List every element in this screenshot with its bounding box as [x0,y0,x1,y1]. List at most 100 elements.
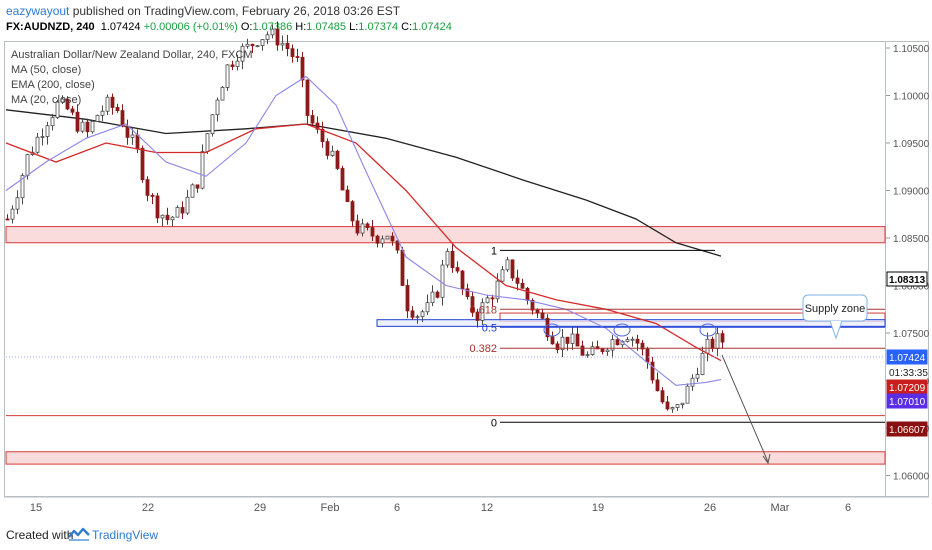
price-tag-bg [886,421,928,437]
candle-body [150,194,155,197]
candle-body [50,117,55,127]
candle-body [575,333,580,347]
candle-body [480,302,485,321]
fib-label-0.618: 0.618 [469,304,497,316]
chart-legend: Australian Dollar/New Zealand Dollar, 24… [11,48,253,108]
price-tag-blue: 1.07424 [889,353,926,364]
candle-body [350,201,355,222]
high-value: 1.07485 [306,21,347,33]
candle-body [210,114,215,135]
y-tick-label: 1.09500 [893,139,930,150]
candle-body [675,404,680,408]
publish-line: eazywayout published on TradingView.com,… [6,4,400,18]
chart-title: Australian Dollar/New Zealand Dollar, 24… [11,49,253,61]
candle-body [100,110,105,116]
candle-body [425,302,430,313]
candle-body [190,184,195,198]
candle-body [215,99,220,116]
candle-body [315,122,320,130]
y-tick-label: 1.10000 [893,92,930,103]
ma50-line [5,123,722,362]
tradingview-brand[interactable]: TradingView [92,528,159,542]
low-value: 1.07374 [358,21,399,33]
candle-body [470,296,475,313]
candle-body [580,345,585,356]
candle-body [15,197,20,210]
top-circle-1 [613,323,631,337]
ema200-line [5,109,722,257]
candle-body [660,390,665,403]
candle-body [535,309,540,314]
candle-body [20,174,25,199]
symbol-label: FX:AUDNZD, 240 [6,21,95,33]
candle-body [260,39,265,47]
candle-body [645,348,650,363]
x-tick-label: 15 [30,502,42,514]
candle-body [370,227,375,237]
projection-arrow [721,354,769,463]
candle-body [700,352,705,375]
legend-ema200[interactable]: EMA (200, close) [11,79,95,91]
candle-body [295,56,300,58]
candle-body [265,34,270,40]
candle-body [40,136,45,138]
footer: Created with TradingView [0,514,932,550]
candle-body [270,28,275,36]
candle-body [285,42,290,50]
candle-body [510,259,515,279]
price-tag-red: 1.07209 [889,383,926,394]
candle-body [530,299,535,311]
candle-body [650,361,655,381]
candle-body [670,407,675,410]
candle-body [490,297,495,300]
candle-body [625,339,630,342]
candle-body [560,336,565,350]
price-tag-bg [886,364,928,380]
price-tag-timer: 01:33:35 [889,368,928,379]
candle-body [115,107,120,111]
candle-body [145,179,150,196]
x-tick-label: Feb [321,502,340,514]
tradingview-logo-icon[interactable] [68,526,90,542]
close-label: C: [401,21,413,33]
candle-body [505,259,510,271]
candle-body [205,133,210,152]
candle-body [720,333,725,343]
created-with-label: Created with [6,528,74,542]
candle-body [180,207,185,214]
candle-body [300,56,305,81]
candle-body [320,128,325,142]
candle-body [250,43,255,47]
candle-body [365,223,370,229]
candle-body [475,311,480,321]
candle-body [715,333,720,349]
price-tag-bg [886,393,928,409]
candle-body [120,110,125,127]
candle-body [550,336,555,345]
author-link[interactable]: eazywayout [6,4,70,18]
candle-body [25,154,30,176]
y-tick-label: 1.10500 [893,44,930,55]
callout-text: Supply zone [805,303,866,315]
candle-body [635,338,640,344]
fib-label-0.5: 0.5 [482,322,497,334]
candle-body [125,125,130,138]
candle-body [615,339,620,346]
candle-body [10,208,15,220]
legend-ma50[interactable]: MA (50, close) [11,64,82,76]
top-circle-2 [699,323,717,337]
x-tick-label: 26 [704,502,716,514]
candle-body [515,277,520,284]
candle-body [60,98,65,103]
candle-body [430,291,435,304]
candle-body [665,401,670,410]
candle-body [520,282,525,289]
candle-body [440,264,445,298]
candle-body [465,288,470,298]
candle-body [175,207,180,218]
candle-body [230,64,235,67]
candle-body [630,338,635,341]
legend-ma20[interactable]: MA (20, close) [11,94,82,106]
x-tick-label: 12 [481,502,493,514]
